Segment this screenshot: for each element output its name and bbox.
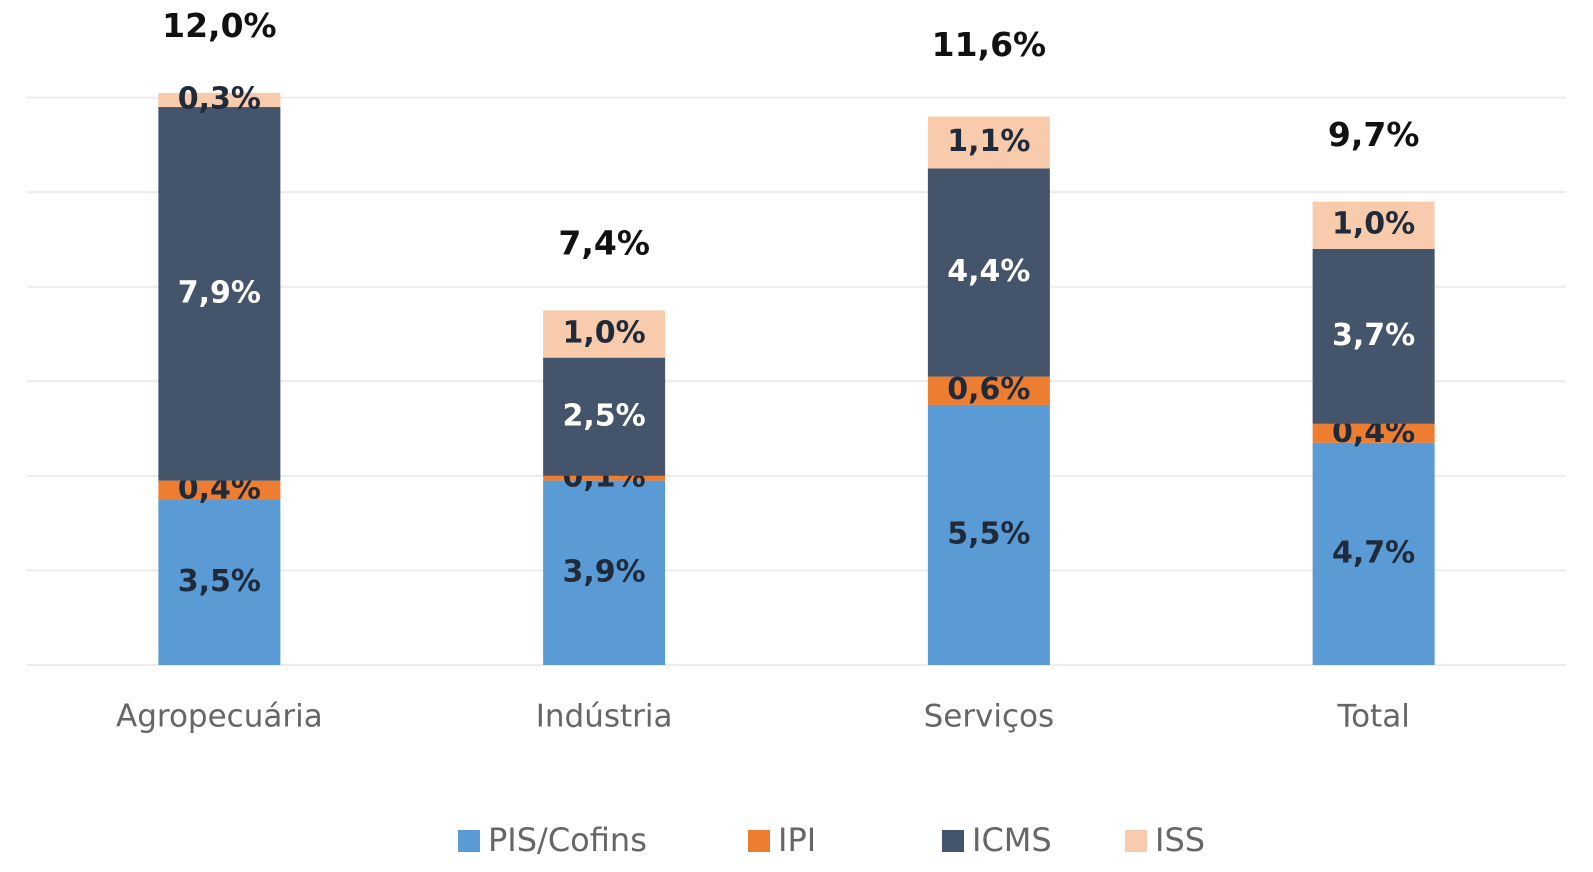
segment-label: 3,9% xyxy=(563,554,646,589)
legend-label: PIS/Cofins xyxy=(488,821,647,859)
segment-label: 4,7% xyxy=(1332,535,1415,570)
legend-label: IPI xyxy=(778,821,816,859)
bar-segment xyxy=(158,480,281,500)
bar-segment xyxy=(1312,442,1435,665)
x-tick-label: Agropecuária xyxy=(116,699,323,735)
bar-segment xyxy=(927,404,1050,665)
segment-label: 4,4% xyxy=(947,254,1030,289)
bar-segment xyxy=(927,376,1050,405)
segment-label: 7,9% xyxy=(178,275,261,310)
segment-label: 1,0% xyxy=(563,316,646,351)
segment-label: 0,6% xyxy=(947,372,1030,407)
total-label: 11,6% xyxy=(932,25,1047,64)
bar-segment xyxy=(543,480,666,665)
legend-swatch xyxy=(942,830,964,852)
segment-label: 3,5% xyxy=(178,564,261,599)
bar-segment xyxy=(543,357,666,476)
x-tick-label: Total xyxy=(1336,699,1409,735)
bar-segment xyxy=(1312,423,1435,443)
legend-label: ISS xyxy=(1155,821,1205,859)
legend-swatch xyxy=(748,830,770,852)
x-tick-label: Serviços xyxy=(924,699,1055,735)
bar-segment xyxy=(543,310,666,358)
legend-swatch xyxy=(1125,830,1147,852)
bar-segment xyxy=(158,499,281,665)
x-tick-label: Indústria xyxy=(536,699,673,735)
total-label: 9,7% xyxy=(1328,115,1420,154)
total-label: 12,0% xyxy=(162,6,277,45)
bar-segment xyxy=(1312,248,1435,424)
segment-label: 3,7% xyxy=(1332,318,1415,353)
bar-segment xyxy=(927,116,1050,169)
total-label: 7,4% xyxy=(558,224,650,263)
segment-label: 1,0% xyxy=(1332,207,1415,242)
bar-segment xyxy=(927,168,1050,377)
segment-label: 5,5% xyxy=(947,516,1030,551)
segment-label: 2,5% xyxy=(563,398,646,433)
legend-label: ICMS xyxy=(972,821,1052,859)
segment-label: 0,3% xyxy=(178,81,261,116)
segment-label: 1,1% xyxy=(947,124,1030,159)
legend-swatch xyxy=(458,830,480,852)
bar-segment xyxy=(1312,201,1435,249)
bar-segment xyxy=(543,475,666,481)
bar-segment xyxy=(158,107,281,481)
bar-segment xyxy=(158,92,281,108)
